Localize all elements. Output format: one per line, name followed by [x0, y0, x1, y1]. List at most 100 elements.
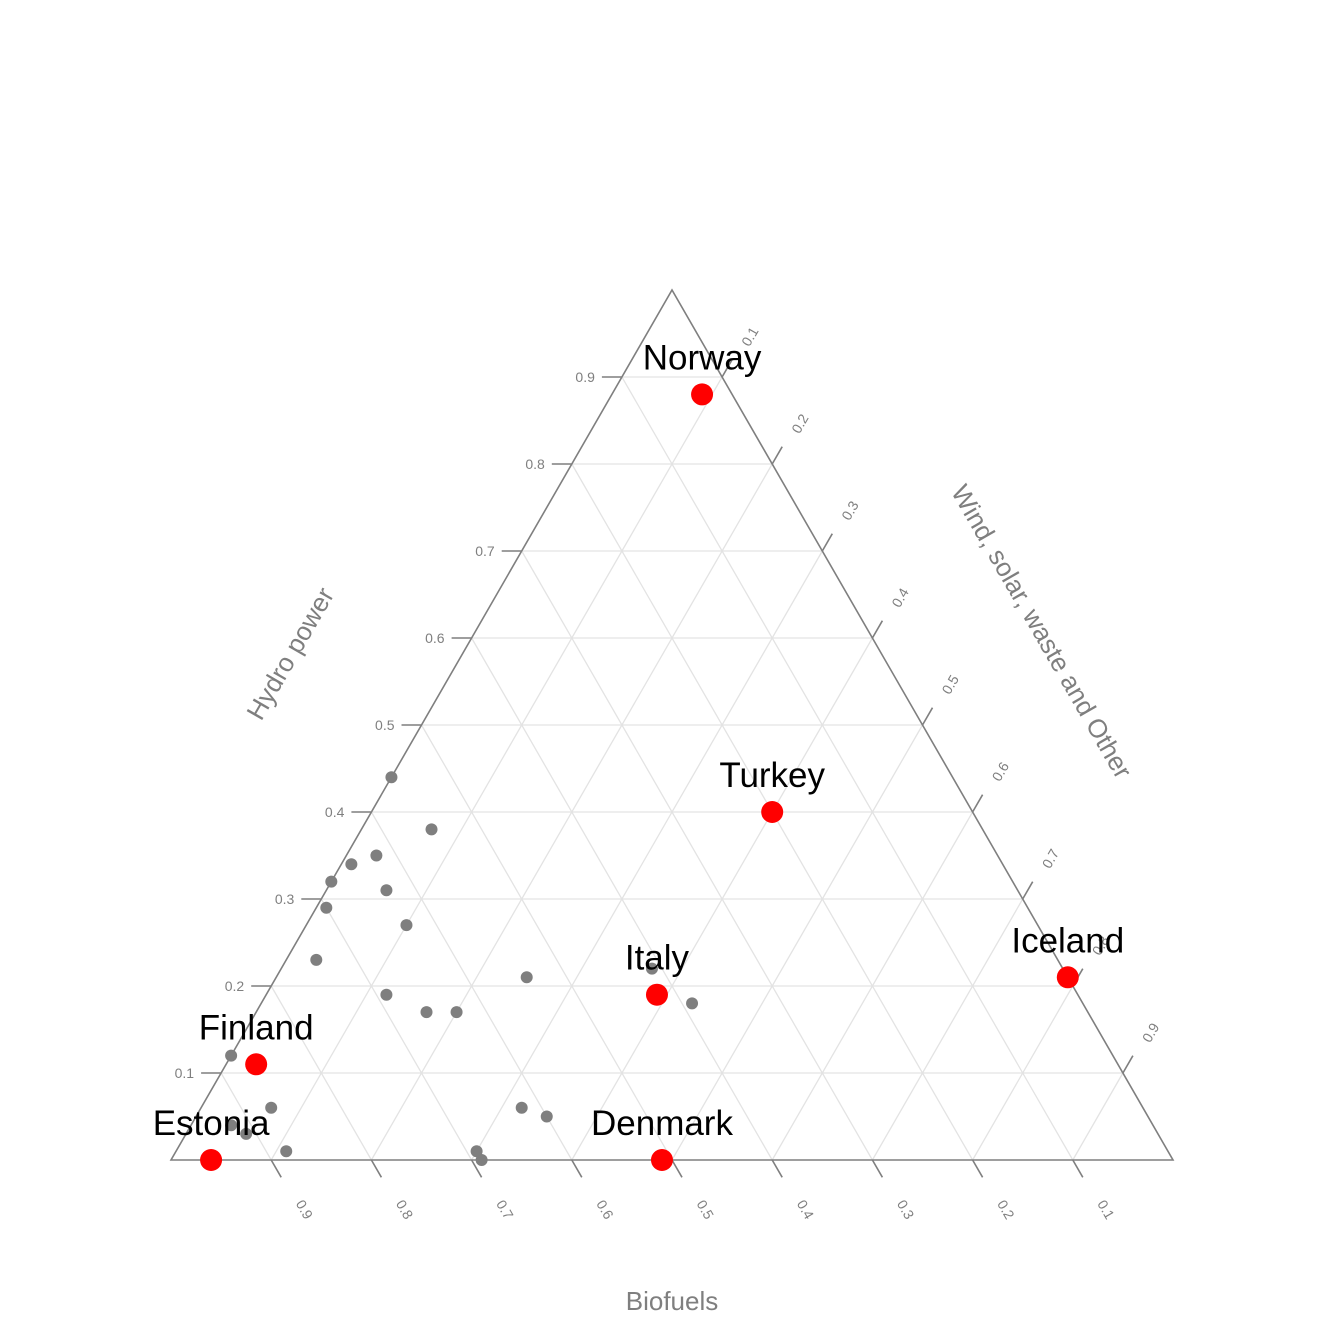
- grid-wind-3: [471, 550, 823, 1161]
- axis-title-biofuels: Biofuels: [626, 1286, 719, 1316]
- tick-label-wind: 0.4: [888, 585, 912, 610]
- data-point: [345, 858, 358, 871]
- grid-biofuel-5: [420, 724, 673, 1161]
- grid-biofuel-1: [621, 376, 1074, 1161]
- tick-biofuel-5: [771, 1159, 783, 1178]
- axis-title-wind-solar: Wind, solar, waste and Other: [945, 479, 1138, 783]
- tick-label-hydro: 0.4: [325, 804, 345, 820]
- tick-wind-1: [771, 446, 783, 465]
- highlight-point: [1056, 966, 1079, 989]
- tick-biofuel-2: [470, 1159, 483, 1178]
- grid-biofuel-6: [370, 811, 573, 1161]
- axis-title-hydro: Hydro power: [240, 582, 340, 725]
- grid-biofuel-8: [270, 985, 372, 1161]
- data-point: [645, 962, 658, 975]
- tick-wind-5: [971, 794, 984, 813]
- axis-titles: Hydro power Wind, solar, waste and Other…: [240, 479, 1138, 1316]
- tick-label-hydro: 0.6: [425, 630, 445, 646]
- tick-biofuel-4: [671, 1159, 683, 1178]
- tick-label-wind: 0.9: [1139, 1020, 1163, 1045]
- tick-label-wind: 0.3: [838, 498, 862, 523]
- data-point: [686, 997, 699, 1010]
- tick-label-biofuel: 0.4: [794, 1197, 818, 1222]
- data-point: [515, 1101, 528, 1114]
- tick-label-hydro: 0.3: [275, 891, 295, 907]
- grid-biofuel-7: [320, 898, 473, 1161]
- tick-label-hydro: 0.5: [375, 717, 395, 733]
- country-label: Finland: [199, 1008, 314, 1047]
- data-point: [225, 1049, 238, 1062]
- data-point: [320, 901, 333, 914]
- data-point: [310, 953, 323, 966]
- grid-wind-9: [1072, 1072, 1124, 1161]
- tick-label-hydro: 0.8: [525, 456, 545, 472]
- grid-biofuel-9: [220, 1072, 272, 1161]
- tick-label-wind: 0.7: [1039, 846, 1063, 871]
- data-point: [380, 884, 393, 897]
- grid-wind-6: [771, 811, 974, 1161]
- data-point: [380, 988, 393, 1001]
- country-label: Iceland: [1011, 921, 1124, 960]
- data-point: [520, 971, 533, 984]
- data-point: [420, 1006, 433, 1019]
- tick-label-hydro: 0.7: [475, 543, 495, 559]
- grid-wind-5: [671, 724, 924, 1161]
- tick-biofuel-3: [571, 1159, 583, 1178]
- data-point: [475, 1154, 488, 1166]
- tick-wind-8: [1122, 1055, 1134, 1074]
- tick-label-biofuel: 0.2: [994, 1197, 1018, 1222]
- highlight-point: [691, 383, 714, 406]
- tick-biofuel-0: [270, 1159, 282, 1178]
- data-point: [225, 1119, 238, 1132]
- tick-label-wind: 0.5: [938, 672, 962, 697]
- highlight-point: [645, 983, 668, 1006]
- country-label: Denmark: [591, 1104, 733, 1143]
- data-point: [240, 1127, 253, 1140]
- country-label: Turkey: [719, 756, 825, 795]
- tick-label-hydro: 0.1: [175, 1065, 195, 1081]
- tick-wind-0: [721, 359, 733, 378]
- highlight-point: [761, 801, 784, 823]
- tick-label-wind: 0.2: [788, 411, 812, 436]
- grid-wind-1: [270, 376, 723, 1161]
- tick-label-hydro: 0.2: [225, 978, 245, 994]
- axis-ticks: 0.1 0.2 0.3 0.4 0.5 0.6 0.7 0.8 0.9 0.1 0.2 0.3 0.4 0…: [175, 324, 1163, 1222]
- tick-biofuel-7: [971, 1159, 984, 1178]
- data-point: [325, 875, 338, 888]
- data-point: [540, 1110, 553, 1123]
- data-point: [385, 771, 398, 784]
- grid-wind-7: [871, 898, 1024, 1161]
- tick-label-biofuel: 0.3: [894, 1197, 918, 1222]
- tick-wind-4: [921, 707, 934, 726]
- tick-label-biofuel: 0.8: [393, 1197, 417, 1222]
- tick-wind-6: [1022, 881, 1034, 900]
- highlight-point: [245, 1053, 268, 1076]
- grid-wind-8: [972, 985, 1074, 1161]
- tick-label-biofuel: 0.1: [1094, 1197, 1118, 1222]
- country-label: Estonia: [153, 1104, 270, 1143]
- grid-biofuel-3: [521, 550, 873, 1161]
- data-point: [450, 1006, 463, 1019]
- tick-biofuel-6: [871, 1159, 884, 1178]
- data-points: Norway Turkey Italy Iceland Finland Estonia De…: [153, 338, 1124, 1171]
- tick-label-biofuel: 0.7: [493, 1197, 517, 1222]
- highlight-point: [200, 1149, 223, 1171]
- tick-biofuel-1: [370, 1159, 383, 1178]
- tick-wind-2: [821, 533, 833, 552]
- tick-label-biofuel: 0.6: [593, 1197, 617, 1222]
- data-point: [280, 1145, 293, 1158]
- data-point: [470, 1145, 483, 1158]
- tick-label-biofuel: 0.9: [293, 1197, 317, 1222]
- highlight-point: [650, 1149, 673, 1171]
- data-point: [400, 919, 413, 932]
- country-label: Norway: [643, 338, 762, 377]
- grid-layer: [220, 376, 1124, 1161]
- tick-wind-3: [871, 620, 884, 639]
- tick-label-wind: 0.6: [988, 759, 1012, 784]
- data-point: [370, 849, 383, 862]
- tick-label-hydro: 0.9: [575, 369, 595, 385]
- tick-label-biofuel: 0.5: [694, 1197, 718, 1222]
- tick-biofuel-8: [1072, 1159, 1084, 1178]
- country-label: Italy: [625, 939, 690, 978]
